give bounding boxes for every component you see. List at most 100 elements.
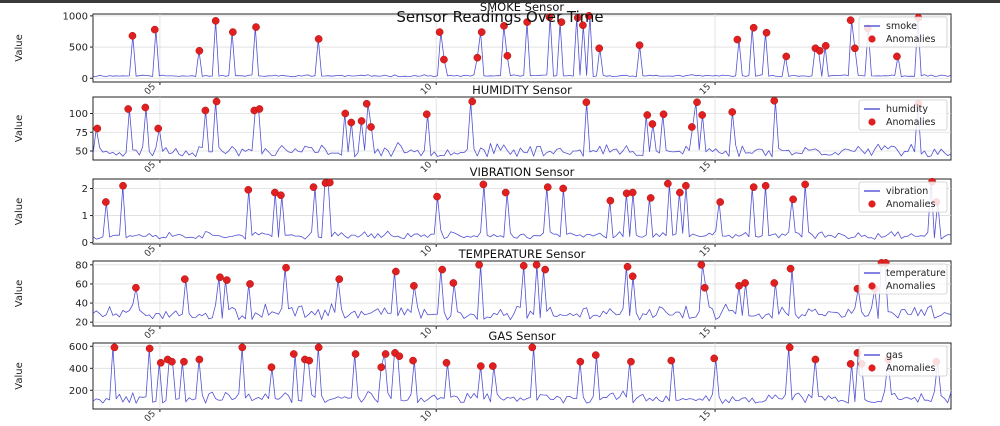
anomaly-point [595,44,604,53]
x-tick-label: 05 [143,326,158,341]
anomaly-point [216,273,224,282]
anomaly-point [749,23,758,32]
anomaly-point [475,260,483,269]
anomaly-point [606,196,615,205]
anomaly-point [693,98,701,107]
anomaly-point [438,265,447,274]
legend: gas Anomalies [858,345,948,377]
anomaly-point [762,28,771,37]
anomaly-point [341,109,350,118]
series-line-vibration [92,181,952,240]
anomaly-point [789,195,797,204]
anomaly-point [433,192,441,201]
anomaly-point [314,343,323,352]
anomaly-point [435,28,444,36]
x-tick-label: 10 [419,160,434,175]
anomaly-point [741,279,749,287]
anomaly-point [154,124,163,133]
legend: humidity Anomalies [858,99,948,131]
anomaly-point [252,23,260,31]
anomaly-point [582,98,591,107]
anomaly-point [246,280,254,288]
legend-label: temperature [886,268,946,279]
anomaly-point [102,198,110,206]
anomaly-point [409,356,417,365]
anomaly-point [93,124,102,133]
legend-marker-swatch [868,282,876,290]
x-tick-label: 15 [698,326,713,341]
anomaly-point [479,180,488,189]
anomaly-point [110,343,119,352]
y-tick-label: 20 [75,318,88,329]
anomaly-point [150,25,159,34]
anomaly-point [503,51,512,60]
anomaly-point [893,52,901,61]
plot-frame [92,13,952,83]
y-tick-label: 100 [69,109,88,120]
anomaly-point [646,194,655,202]
anomaly-point [267,363,276,372]
anomaly-point [325,178,334,187]
panel-vibration: 05 10 15 0 1 2 Value VIBRATION Sensor vibration A… [14,165,952,259]
anomaly-point [785,343,794,352]
anomaly-point [305,356,314,365]
y-axis-label: Value [14,34,25,61]
anomaly-point [357,117,366,125]
x-tick-label: 05 [143,160,158,175]
anomaly-point [716,198,725,206]
anomaly-point [697,260,706,269]
anomaly-point [770,279,779,287]
anomaly-point [347,118,356,127]
anomaly-point [351,350,360,358]
anomaly-point [282,263,290,272]
legend: vibration Anomalies [858,181,948,213]
anomaly-point [201,106,210,115]
legend-label: vibration [886,186,928,197]
anomaly-point [846,16,855,25]
anomaly-point [362,99,371,108]
anomaly-point [238,343,247,352]
series-line-temperature [92,262,952,321]
x-tick-label: 10 [419,326,434,341]
anomaly-point [449,279,458,287]
x-tick-label: 05 [143,244,158,259]
anomaly-point [623,262,632,271]
subplot-title: SMOKE Sensor [480,0,564,14]
anomaly-point [628,188,637,197]
legend-label: Anomalies [886,199,936,210]
legend-label: Anomalies [886,281,936,292]
anomaly-point [688,123,696,131]
anomaly-point [815,46,824,55]
anomaly-point [335,275,344,284]
x-tick-label: 15 [698,160,713,175]
anomaly-point [698,111,707,119]
anomaly-point [211,17,220,25]
anomaly-point [180,275,189,284]
anomaly-point [277,191,285,200]
anomaly-point [573,13,582,22]
x-tick-label: 10 [419,244,434,259]
anomaly-point [124,105,133,113]
anomaly-point [541,265,550,274]
anomaly-point [501,188,510,197]
anomaly-point [532,260,541,269]
anomaly-point [676,188,684,197]
anomaly-point [410,282,418,290]
anomaly-point [314,35,323,43]
anomaly-point [761,181,770,190]
legend-marker-swatch [868,364,876,372]
anomaly-point [442,358,451,367]
anomaly-point [222,276,231,284]
series-line-gas [92,347,952,404]
anomaly-point [367,123,375,131]
legend-marker-swatch [868,118,876,126]
y-axis-label: Value [14,280,25,307]
y-tick-label: 1 [82,211,88,222]
anomaly-point [801,180,809,189]
anomaly-point [395,352,404,361]
subplot-title: TEMPERATURE Sensor [458,247,586,261]
anomaly-point [141,103,150,112]
y-tick-label: 0 [82,74,88,85]
y-tick-label: 1000 [63,11,88,22]
y-tick-label: 400 [69,364,88,375]
